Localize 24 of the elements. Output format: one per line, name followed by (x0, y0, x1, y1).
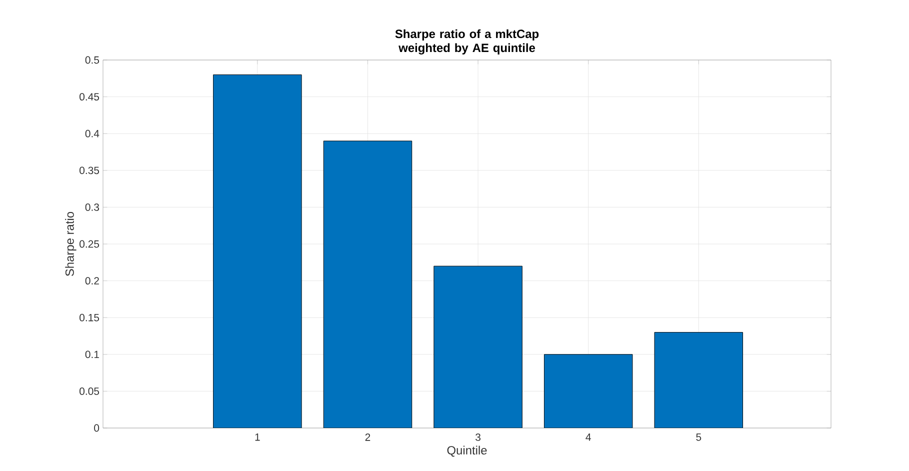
y-tick-label: 0.45 (80, 93, 100, 101)
bar (323, 140, 412, 428)
bar (544, 354, 633, 428)
y-tick-label: 0.2 (85, 277, 99, 285)
y-tick-label: 0.5 (85, 56, 100, 64)
x-tick-label: 4 (586, 434, 591, 441)
x-axis-title: Quintile (447, 446, 487, 457)
y-tick-label: 0.4 (85, 130, 100, 138)
x-tick-label: 5 (696, 434, 702, 441)
y-tick-label: 0 (94, 424, 100, 432)
chart-title: Sharpe ratio of a mktCap weighted by AE quintile (395, 29, 539, 54)
bar (654, 332, 744, 428)
x-tick-label: 2 (365, 434, 370, 441)
y-tick-label: 0.3 (85, 204, 100, 211)
y-tick-label: 0.05 (80, 388, 100, 395)
x-tick-label: 1 (255, 434, 260, 441)
bar (213, 74, 302, 428)
y-tick-label: 0.35 (80, 166, 100, 174)
x-tick-label: 3 (476, 434, 480, 441)
y-axis-title: Sharpe ratio (65, 212, 76, 276)
y-tick-label: 0.15 (80, 314, 100, 322)
bar (434, 266, 522, 428)
y-tick-label: 0.25 (80, 240, 100, 248)
y-tick-label: 0.1 (85, 350, 99, 358)
